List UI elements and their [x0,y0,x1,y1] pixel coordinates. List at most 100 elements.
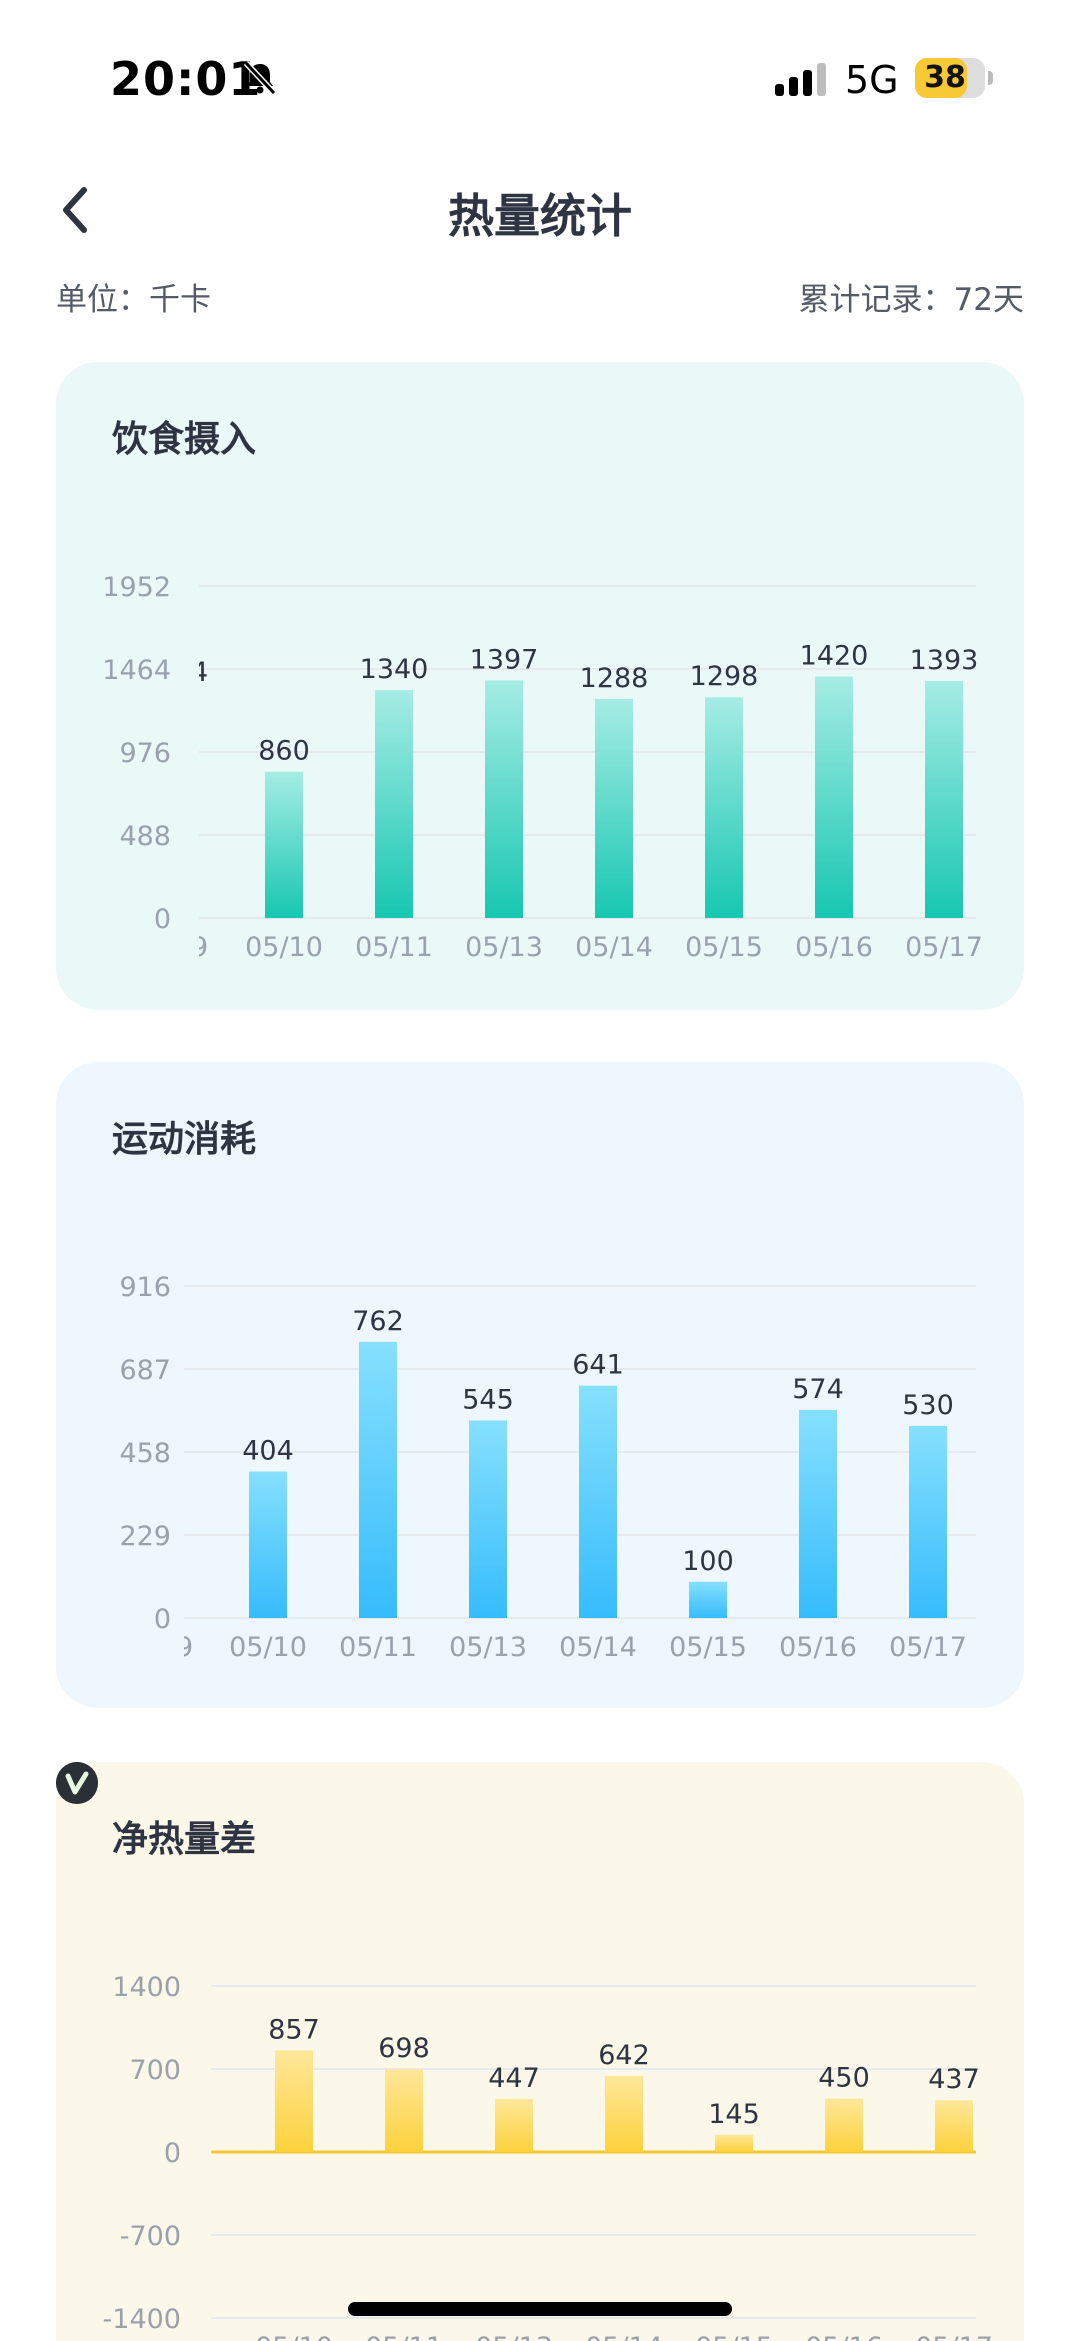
plot-area: 857 05/10 698 05/11 447 05/13 642 05/14 145 05/15… [255,2014,993,2341]
x-tick-label-partial: 9 [176,1632,193,1663]
bar [815,676,853,918]
page-title: 热量统计 [448,189,632,243]
data-label: 1393 [910,645,979,676]
data-label: 641 [572,1350,624,1381]
bar [385,2069,423,2152]
bar [485,680,523,918]
data-label: 100 [682,1546,734,1577]
bar [925,681,963,918]
intake-card-title: 饮食摄入 [112,419,257,460]
bar [579,1385,617,1618]
x-tick-label: 05/11 [339,1632,417,1663]
y-tick-label: 976 [119,738,171,769]
data-label: 1420 [800,640,869,671]
bar [275,2050,313,2152]
x-tick-label: 05/17 [905,932,983,963]
bar [909,1425,947,1618]
intake-bar-chart: 0 488 976 1464 1952 9 4 860 05/10 1340 05/11 1397 05… [102,572,983,963]
y-tick-label: 1464 [102,655,171,686]
x-tick-label: 05/15 [695,2332,773,2341]
back-icon[interactable] [50,182,106,238]
home-indicator [348,2302,732,2316]
plot-area: 9 404 05/10 762 05/11 545 05/13 641 05/14 100 05/1… [176,1306,967,1663]
data-label: 545 [462,1384,514,1415]
x-tick-label: 05/16 [779,1632,857,1663]
v-badge-icon[interactable] [56,1762,98,1804]
data-label: 698 [378,2033,430,2064]
battery-icon: 38 [915,58,993,98]
data-label: 404 [242,1436,294,1467]
y-tick-label: 0 [154,904,171,935]
y-tick-label: 0 [154,1604,171,1635]
x-tick-label: 05/10 [229,1632,307,1663]
bar [689,1581,727,1618]
data-label: 642 [598,2040,650,2071]
data-label: 437 [928,2064,980,2095]
data-label: 574 [792,1374,844,1405]
y-tick-label: 458 [119,1438,171,1469]
data-label: 1288 [580,663,649,694]
x-tick-label: 05/11 [355,932,433,963]
y-tick-label: -700 [120,2221,181,2252]
status-time: 20:01 [110,52,262,106]
x-tick-label: 05/15 [669,1632,747,1663]
y-tick-label: 687 [119,1355,171,1386]
x-tick-label: 05/10 [255,2332,333,2341]
battery-level: 38 [924,60,966,95]
bar [249,1471,287,1618]
bar [469,1420,507,1618]
y-tick-label: 916 [119,1272,171,1303]
data-label-partial: 4 [191,657,208,688]
unit-label: 单位：千卡 [56,282,211,318]
x-tick-label: 05/10 [245,932,323,963]
x-tick-label: 05/14 [585,2332,663,2341]
net-calorie-card-title: 净热量差 [112,1819,257,1860]
signal-icon [775,63,826,96]
net-calorie-card: 净热量差 -1400 -700 0 700 1400 857 05/10 698 05/11 44… [56,1762,1024,2341]
exercise-bar-chart: 0 229 458 687 916 9 404 05/10 762 05/11 545 05/13 64… [119,1272,976,1663]
total-days-label: 累计记录：72天 [798,282,1024,318]
y-tick-label: 488 [119,821,171,852]
data-label: 530 [902,1390,954,1421]
x-tick-label: 05/13 [475,2332,553,2341]
x-tick-label: 05/14 [575,932,653,963]
x-tick-label: 05/14 [559,1632,637,1663]
bar [375,690,413,918]
plot-area: 9 4 860 05/10 1340 05/11 1397 05/13 1288 05/14 129… [191,640,983,963]
data-label: 447 [488,2063,540,2094]
exercise-card-title: 运动消耗 [112,1119,257,1160]
bar [495,2098,533,2152]
bar [825,2098,863,2152]
data-label: 145 [708,2099,760,2130]
data-label: 1298 [690,661,759,692]
bar [595,698,633,918]
data-label: 1340 [360,654,429,685]
x-tick-label: 05/16 [795,932,873,963]
x-tick-label: 05/11 [365,2332,443,2341]
bar [359,1341,397,1618]
y-tick-label: 1400 [112,1972,181,2003]
nav-bar: 热量统计 [0,170,1080,250]
bar [605,2075,643,2152]
x-tick-label: 05/17 [915,2332,993,2341]
bar [265,771,303,918]
x-tick-label: 05/13 [449,1632,527,1663]
y-tick-label: -1400 [103,2304,181,2335]
y-tick-label: 229 [119,1521,171,1552]
bell-muted-icon [243,60,277,96]
x-tick-label: 05/13 [465,932,543,963]
x-tick-label: 05/15 [685,932,763,963]
y-tick-label: 1952 [102,572,171,603]
y-tick-label: 700 [129,2055,181,2086]
bar [799,1409,837,1618]
x-tick-label-partial: 9 [191,932,208,963]
y-tick-label: 0 [164,2138,181,2169]
data-label: 762 [352,1306,404,1337]
exercise-card: 运动消耗 0 229 458 687 916 9 404 05/10 762 05/11 545 05… [56,1062,1024,1708]
net-calorie-bar-chart: -1400 -700 0 700 1400 857 05/10 698 05/11 447 05/1… [103,1972,993,2341]
x-tick-label: 05/16 [805,2332,883,2341]
data-label: 857 [268,2014,320,2045]
x-tick-label: 05/17 [889,1632,967,1663]
network-type: 5G [845,58,899,102]
data-label: 1397 [470,644,539,675]
